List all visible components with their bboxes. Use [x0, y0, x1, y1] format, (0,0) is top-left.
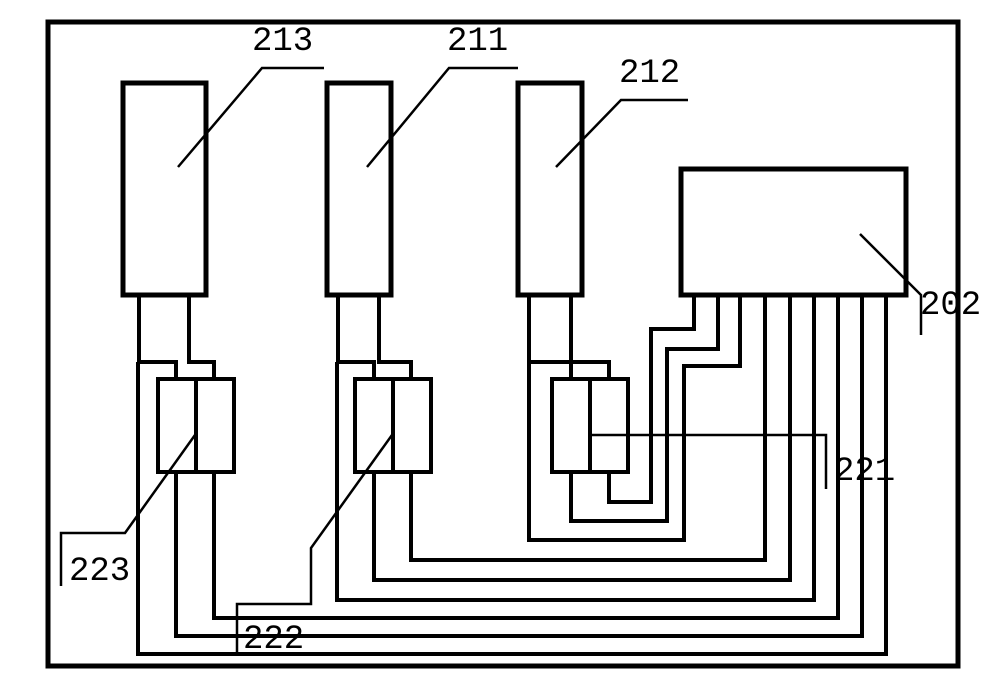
link-211-l	[338, 295, 374, 379]
bus-211	[337, 295, 814, 600]
label-222: 222	[243, 621, 304, 659]
label-202: 202	[920, 287, 981, 325]
outer-frame	[48, 22, 958, 666]
label-212: 212	[619, 55, 680, 93]
link-212-r	[571, 295, 609, 379]
bus-223r	[214, 295, 838, 618]
block-213	[123, 83, 206, 295]
label-212-leader	[556, 100, 688, 167]
block-221-left	[552, 379, 590, 472]
bus-222l	[374, 295, 790, 580]
label-202-leader	[860, 234, 921, 335]
block-222-right	[393, 379, 431, 472]
block-223-right	[196, 379, 234, 472]
link-211-r	[379, 295, 411, 379]
block-202	[681, 169, 906, 295]
link-213-r	[189, 295, 214, 379]
bus-223l	[176, 295, 862, 636]
label-223: 223	[69, 553, 130, 591]
block-221-right	[590, 379, 628, 472]
label-213: 213	[252, 23, 313, 61]
link-212-l	[529, 295, 571, 379]
block-211	[327, 83, 391, 295]
label-221: 221	[834, 453, 895, 491]
schematic-diagram: 213 211 212 202 223 222 221	[0, 0, 1000, 689]
label-211: 211	[447, 23, 508, 61]
block-212	[518, 83, 582, 295]
link-213-l	[139, 295, 176, 379]
